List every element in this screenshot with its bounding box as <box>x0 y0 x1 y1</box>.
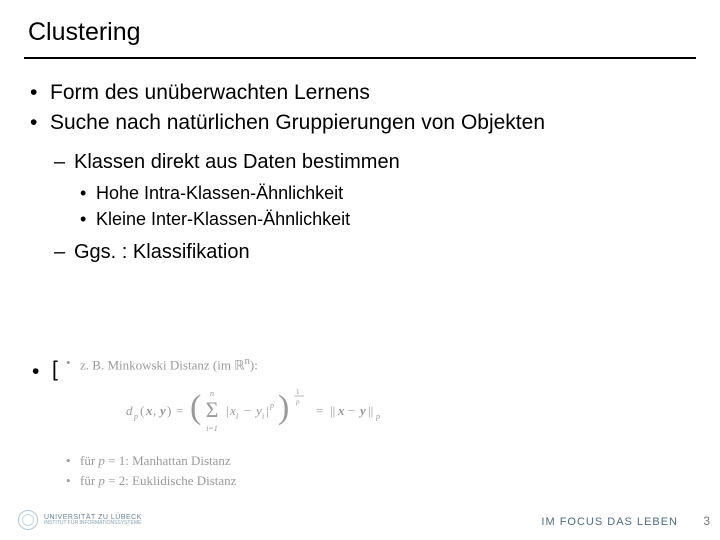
math-p1: für p = 1: Manhattan Distanz <box>66 452 506 470</box>
math-p2-val: = 2: Euklidische Distanz <box>105 473 237 488</box>
math-p2-prefix: für <box>80 473 98 488</box>
dash-1: Klassen direkt aus Daten bestimmen Hohe … <box>50 148 696 232</box>
dash-list: Klassen direkt aus Daten bestimmen Hohe … <box>50 148 696 266</box>
bullet-2-text: Suche nach natürlichen Gruppierungen von… <box>50 111 545 134</box>
svg-text:y: y <box>358 403 366 418</box>
dash-1-text: Klassen direkt aus Daten bestimmen <box>74 151 400 173</box>
bullet-1: Form des unüberwachten Lernens <box>24 79 696 107</box>
logo-text: UNIVERSITÄT ZU LÜBECK INSTITUT FÜR INFOR… <box>44 514 142 526</box>
main-bullet-list: Form des unüberwachten Lernens Suche nac… <box>24 79 696 266</box>
svg-text:|: | <box>226 403 229 418</box>
logo-inst: INSTITUT FÜR INFORMATIONSSYSTEME <box>44 521 142 526</box>
minkowski-formula: d p ( x , y ) = ( n Σ i=1 | x i <box>66 385 506 440</box>
svg-text:||: || <box>368 403 373 418</box>
math-intro-set: ℝ <box>234 357 244 372</box>
svg-text:d: d <box>126 403 133 418</box>
svg-text:=: = <box>316 403 323 418</box>
svg-text:−: − <box>244 403 251 418</box>
math-intro-prefix: z. B. Minkowski Distanz (im <box>80 357 234 372</box>
page-title: Clustering <box>28 18 696 47</box>
svg-text:|: | <box>266 403 269 418</box>
bullet-2: Suche nach natürlichen Gruppierungen von… <box>24 109 696 266</box>
page-number: 3 <box>703 514 710 528</box>
svg-text:y: y <box>254 403 262 418</box>
svg-text:(: ( <box>140 403 144 418</box>
sub-2: Kleine Inter-Klassen-Ähnlichkeit <box>74 206 696 232</box>
math-intro: z. B. Minkowski Distanz (im ℝn): <box>66 354 506 375</box>
svg-text:1: 1 <box>296 388 300 396</box>
svg-text:(: ( <box>190 389 201 426</box>
math-p1-val: = 1: Manhattan Distanz <box>105 453 231 468</box>
dash-2: Ggs. : Klassifikation <box>50 238 696 266</box>
svg-text:): ) <box>167 403 171 418</box>
svg-text:||: || <box>330 403 335 418</box>
svg-text:Σ: Σ <box>206 397 219 422</box>
university-logo: UNIVERSITÄT ZU LÜBECK INSTITUT FÜR INFOR… <box>18 510 142 530</box>
svg-text:): ) <box>278 389 289 426</box>
seal-icon <box>18 510 38 530</box>
truncated-bullet-marker: • <box>32 360 39 384</box>
svg-text:p: p <box>375 412 380 421</box>
truncated-bracket: [ <box>52 358 58 382</box>
svg-text:,: , <box>153 403 156 418</box>
svg-text:i=1: i=1 <box>206 424 218 433</box>
footer-focus: IM FOCUS DAS LEBEN <box>541 516 678 528</box>
svg-text:p: p <box>269 401 274 410</box>
svg-text:p: p <box>295 398 300 406</box>
svg-text:i: i <box>236 412 238 421</box>
math-p2: für p = 2: Euklidische Distanz <box>66 472 506 490</box>
slide-footer: UNIVERSITÄT ZU LÜBECK INSTITUT FÜR INFOR… <box>0 506 720 532</box>
svg-text:x: x <box>337 403 345 418</box>
sub-list: Hohe Intra-Klassen-Ähnlichkeit Kleine In… <box>74 180 696 232</box>
sub-1: Hohe Intra-Klassen-Ähnlichkeit <box>74 180 696 206</box>
svg-text:x: x <box>229 403 236 418</box>
math-intro-suffix: ): <box>250 357 258 372</box>
title-rule <box>24 57 696 59</box>
svg-text:p: p <box>133 412 138 421</box>
svg-text:i: i <box>262 412 264 421</box>
svg-text:=: = <box>176 403 183 418</box>
minkowski-distance-box: z. B. Minkowski Distanz (im ℝn): d p ( x… <box>66 354 506 492</box>
svg-text:−: − <box>348 403 355 418</box>
math-p1-prefix: für <box>80 453 98 468</box>
svg-text:y: y <box>158 403 166 418</box>
svg-text:x: x <box>145 403 153 418</box>
